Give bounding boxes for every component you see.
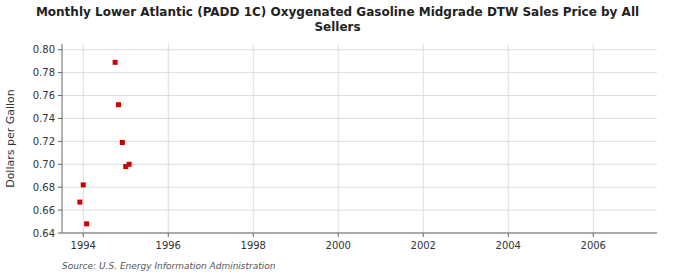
x-tick <box>508 233 509 237</box>
x-axis-line <box>62 233 657 234</box>
y-tick <box>58 187 62 188</box>
background <box>0 0 675 275</box>
x-tick-label: 1994 <box>71 240 96 251</box>
y-tick <box>58 210 62 211</box>
axes: 0.64 0.66 0.68 0.70 0.72 0.74 0.76 0.78 0.80 1994… <box>33 44 657 251</box>
y-grid-line <box>62 233 657 234</box>
x-tick-label: 2000 <box>326 240 351 251</box>
y-grid-line <box>62 141 657 142</box>
y-axis-label: Dollars per Gallon <box>4 89 17 188</box>
x-tick <box>423 233 424 237</box>
y-grid-line <box>62 118 657 119</box>
y-grid-line <box>62 49 657 50</box>
x-tick-label: 2002 <box>411 240 436 251</box>
x-grid-line <box>423 44 424 233</box>
x-tick-label: 1998 <box>241 240 266 251</box>
y-axis-line <box>62 44 63 233</box>
y-tick-label: 0.66 <box>33 205 55 216</box>
x-grid-line <box>508 44 509 233</box>
x-tick <box>593 233 594 237</box>
point <box>84 221 89 226</box>
y-tick <box>58 233 62 234</box>
y-tick <box>58 141 62 142</box>
x-grid-line <box>168 44 169 233</box>
y-tick-label: 0.76 <box>33 90 55 101</box>
y-tick <box>58 118 62 119</box>
y-tick-label: 0.78 <box>33 67 55 78</box>
y-tick-label: 0.72 <box>33 136 55 147</box>
x-grid-line <box>83 44 84 233</box>
y-grid-line <box>62 164 657 165</box>
grid <box>62 44 657 233</box>
point <box>77 200 82 205</box>
y-grid-line <box>62 187 657 188</box>
y-tick <box>58 95 62 96</box>
x-tick <box>253 233 254 237</box>
y-tick <box>58 49 62 50</box>
y-grid-line <box>62 72 657 73</box>
point <box>127 162 132 167</box>
x-tick-label: 2006 <box>581 240 606 251</box>
x-tick-label: 2004 <box>496 240 521 251</box>
x-tick <box>168 233 169 237</box>
y-tick <box>58 72 62 73</box>
y-tick-label: 0.80 <box>33 44 55 55</box>
title-line: Monthly Lower Atlantic (PADD 1C) Oxygena… <box>36 5 639 19</box>
point <box>120 140 125 145</box>
point <box>113 60 118 65</box>
title: Monthly Lower Atlantic (PADD 1C) Oxygena… <box>36 5 639 34</box>
x-tick-label: 1996 <box>156 240 181 251</box>
x-tick <box>338 233 339 237</box>
points <box>77 60 131 227</box>
y-tick-label: 0.68 <box>33 182 55 193</box>
title-line: Sellers <box>314 20 360 34</box>
y-tick-label: 0.70 <box>33 159 55 170</box>
source-note: Source: U.S. Energy Information Administ… <box>62 261 276 271</box>
point <box>116 102 121 107</box>
y-tick-label: 0.74 <box>33 113 55 124</box>
x-grid-line <box>253 44 254 233</box>
x-grid-line <box>593 44 594 233</box>
point <box>81 182 86 187</box>
x-grid-line <box>338 44 339 233</box>
y-grid-line <box>62 95 657 96</box>
y-grid-line <box>62 210 657 211</box>
y-tick <box>58 164 62 165</box>
y-tick-label: 0.64 <box>33 228 55 239</box>
x-tick <box>83 233 84 237</box>
